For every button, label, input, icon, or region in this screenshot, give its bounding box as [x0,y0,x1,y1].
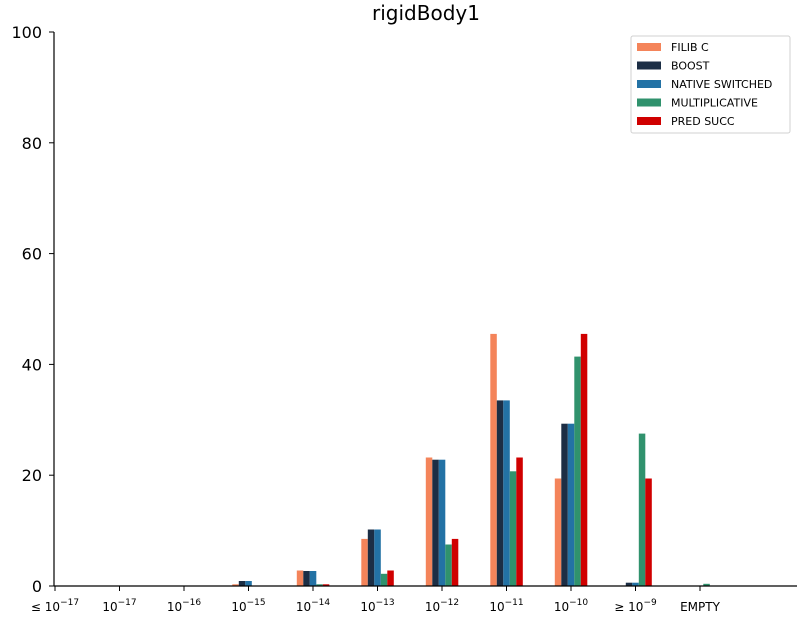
bar-native-switched-9 [632,582,639,586]
y-tick-label: 100 [11,23,42,42]
bar-filib-c-6 [425,457,433,586]
legend-label: NATIVE SWITCHED [671,78,772,91]
legend-box [630,35,791,134]
legend-label: BOOST [671,60,710,73]
bar-boost-8 [561,423,568,586]
x-tick-label: EMPTY [680,600,721,614]
legend: FILIB C BOOST NATIVE SWITCHED MULTIPLICATIV… [630,35,791,134]
bar-native-switched-4 [309,571,317,586]
bar-pred-succ-5 [387,570,394,586]
x-tick-label: 10−10 [554,598,589,614]
bar-pred-succ-7 [516,457,523,586]
legend-label: MULTIPLICATIVE [671,97,758,110]
bars-group [232,333,710,586]
bar-boost-5 [367,529,375,586]
bar-multiplicative-5 [380,573,388,586]
legend-swatch [637,80,661,88]
bar-native-switched-6 [438,459,446,586]
bar-multiplicative-8 [574,356,581,586]
bar-boost-4 [303,571,310,586]
bar-multiplicative-4 [316,584,323,586]
bar-pred-succ-8 [580,333,588,586]
bar-pred-succ-6 [451,538,459,586]
legend-swatch [637,98,661,107]
legend-swatch [637,61,661,70]
x-tick-label: 10−16 [167,598,202,614]
bar-filib-c-8 [554,478,562,586]
x-tick-label: 10−15 [231,598,265,614]
y-tick-label: 80 [22,134,42,153]
x-tick-label: 10−17 [102,598,136,614]
bar-native-switched-7 [503,400,510,586]
y-tick-label: 60 [22,245,42,264]
y-tick-label: 20 [22,466,42,485]
chart-title: rigidBody1 [372,1,480,25]
bar-native-switched-8 [567,423,575,586]
bar-native-switched-3 [245,581,252,586]
bar-filib-c-7 [490,333,497,586]
bar-multiplicative-6 [445,544,452,586]
y-tick-label: 40 [22,355,42,374]
bar-multiplicative-9 [638,433,646,586]
bar-filib-c-3 [232,584,239,586]
bar-boost-7 [496,400,504,586]
x-tick-label: ≥ 10−9 [614,598,657,614]
x-tick-label: 10−13 [360,598,394,614]
x-tick-label: ≤ 10−17 [31,598,79,614]
bar-boost-6 [432,459,439,586]
legend-swatch [637,43,661,51]
legend-label: PRED SUCC [671,115,735,128]
x-tick-label: 10−14 [296,598,331,614]
bar-multiplicative-7 [509,471,517,586]
y-tick-label: 0 [32,577,42,596]
x-tick-label: 10−11 [489,598,523,614]
legend-swatch [637,117,661,125]
bar-boost-9 [625,582,633,586]
bar-filib-c-5 [361,538,368,586]
bar-multiplicative-10 [703,583,710,586]
legend-label: FILIB C [671,41,709,54]
bar-native-switched-5 [374,529,381,586]
axes-group: 0 20 40 60 80 100 ≤ 10−17 10−17 10−16 10−15 10−14 1… [11,23,797,614]
bar-pred-succ-4 [322,584,330,586]
bar-filib-c-4 [296,570,304,586]
bar-boost-3 [238,581,246,586]
bar-pred-succ-9 [645,478,652,586]
x-tick-label: 10−12 [425,598,459,614]
